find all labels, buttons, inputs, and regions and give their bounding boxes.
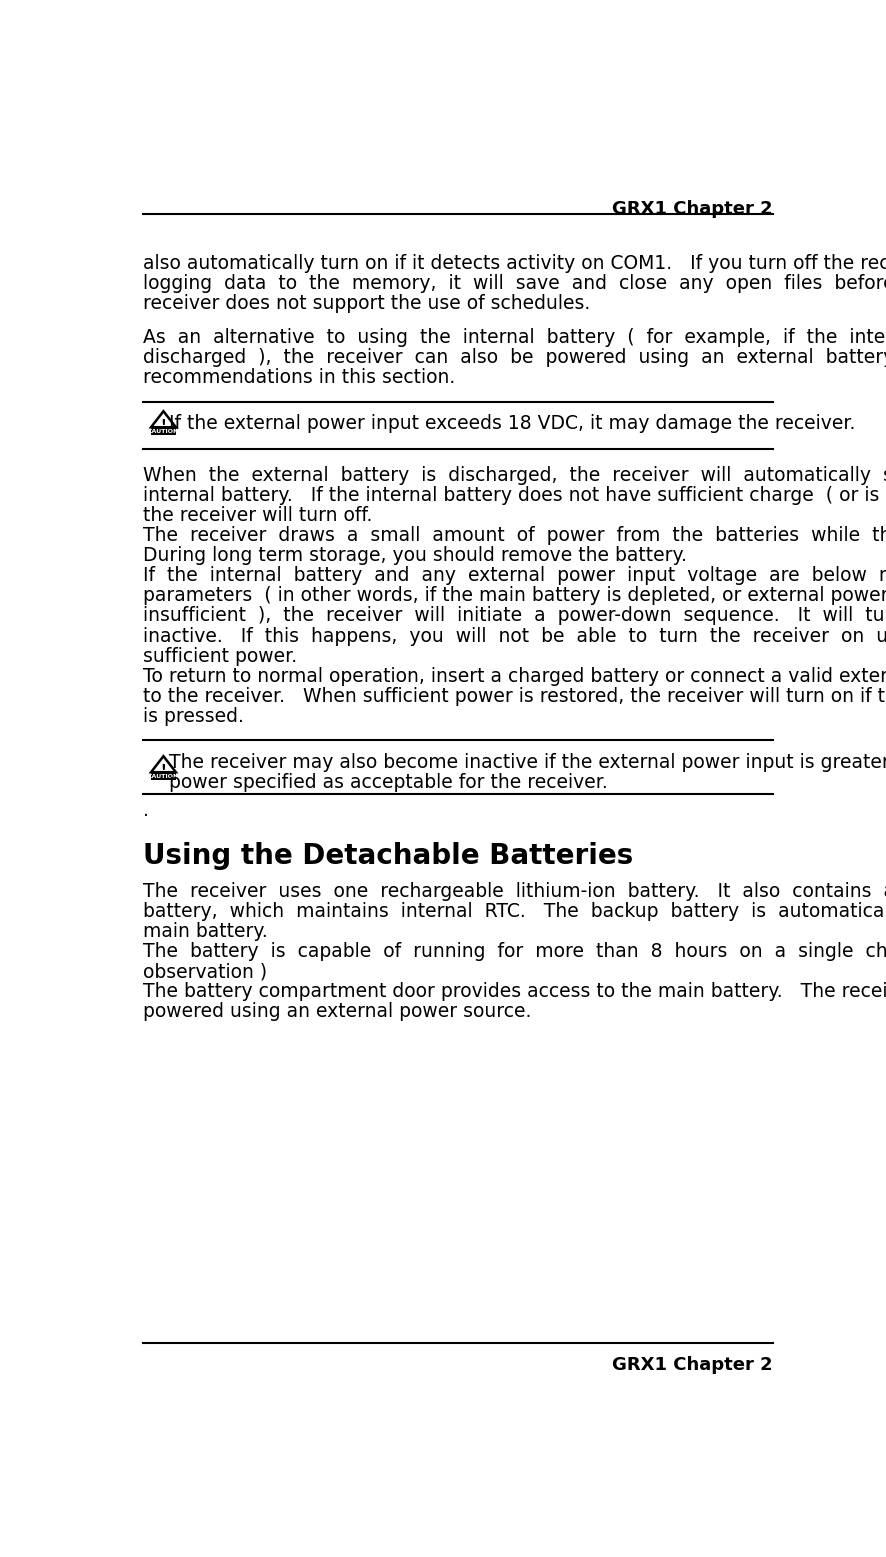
Text: The  receiver  draws  a  small  amount  of  power  from  the  batteries  while  : The receiver draws a small amount of pow… xyxy=(144,526,886,545)
Text: inactive.   If  this  happens,  you  will  not  be  able  to  turn  the  receive: inactive. If this happens, you will not … xyxy=(144,626,886,646)
Text: the receiver will turn off.: the receiver will turn off. xyxy=(144,506,373,525)
Text: The receiver may also become inactive if the external power input is greater tha: The receiver may also become inactive if… xyxy=(169,752,886,772)
Text: recommendations in this section.: recommendations in this section. xyxy=(144,367,455,386)
Text: GRX1 Chapter 2: GRX1 Chapter 2 xyxy=(612,1356,773,1375)
FancyBboxPatch shape xyxy=(151,772,175,780)
Text: battery,  which  maintains  internal  RTC.   The  backup  battery  is  automatic: battery, which maintains internal RTC. T… xyxy=(144,902,886,922)
Text: discharged  ),  the  receiver  can  also  be  powered  using  an  external  batt: discharged ), the receiver can also be p… xyxy=(144,347,886,367)
Text: CAUTION: CAUTION xyxy=(148,428,179,434)
Text: The  receiver  uses  one  rechargeable  lithium-ion  battery.   It  also  contai: The receiver uses one rechargeable lithi… xyxy=(144,883,886,902)
Text: internal battery.   If the internal battery does not have sufficient charge  ( o: internal battery. If the internal batter… xyxy=(144,486,886,506)
FancyBboxPatch shape xyxy=(151,427,175,434)
Text: parameters  ( in other words, if the main battery is depleted, or external power: parameters ( in other words, if the main… xyxy=(144,587,886,606)
Text: also automatically turn on if it detects activity on COM1.   If you turn off the: also automatically turn on if it detects… xyxy=(144,254,886,272)
Text: powered using an external power source.: powered using an external power source. xyxy=(144,1003,532,1021)
Text: insufficient  ),  the  receiver  will  initiate  a  power-down  sequence.   It  : insufficient ), the receiver will initia… xyxy=(144,607,886,626)
Text: is pressed.: is pressed. xyxy=(144,707,245,726)
Text: GRX1 Chapter 2: GRX1 Chapter 2 xyxy=(612,199,773,218)
Text: power specified as acceptable for the receiver.: power specified as acceptable for the re… xyxy=(169,772,608,793)
Text: If  the  internal  battery  and  any  external  power  input  voltage  are  belo: If the internal battery and any external… xyxy=(144,567,886,585)
Text: To return to normal operation, insert a charged battery or connect a valid exter: To return to normal operation, insert a … xyxy=(144,666,886,685)
Text: The battery compartment door provides access to the main battery.   The receiver: The battery compartment door provides ac… xyxy=(144,982,886,1001)
Text: observation ): observation ) xyxy=(144,962,268,981)
Text: sufficient power.: sufficient power. xyxy=(144,646,298,665)
Text: .: . xyxy=(144,800,149,819)
Text: The  battery  is  capable  of  running  for  more  than  8  hours  on  a  single: The battery is capable of running for mo… xyxy=(144,942,886,961)
Text: Using the Detachable Batteries: Using the Detachable Batteries xyxy=(144,842,633,870)
Text: !: ! xyxy=(160,419,167,431)
Text: As  an  alternative  to  using  the  internal  battery  (  for  example,  if  th: As an alternative to using the internal … xyxy=(144,329,886,347)
Text: If the external power input exceeds 18 VDC, it may damage the receiver.: If the external power input exceeds 18 V… xyxy=(169,414,855,433)
Text: main battery.: main battery. xyxy=(144,922,268,940)
Text: to the receiver.   When sufficient power is restored, the receiver will turn on : to the receiver. When sufficient power i… xyxy=(144,687,886,705)
Text: !: ! xyxy=(160,763,167,775)
Text: When  the  external  battery  is  discharged,  the  receiver  will  automaticall: When the external battery is discharged,… xyxy=(144,467,886,486)
Text: CAUTION: CAUTION xyxy=(148,774,179,778)
Text: logging  data  to  the  memory,  it  will  save  and  close  any  open  files  b: logging data to the memory, it will save… xyxy=(144,274,886,293)
Text: receiver does not support the use of schedules.: receiver does not support the use of sch… xyxy=(144,294,591,313)
Text: During long term storage, you should remove the battery.: During long term storage, you should rem… xyxy=(144,547,688,565)
